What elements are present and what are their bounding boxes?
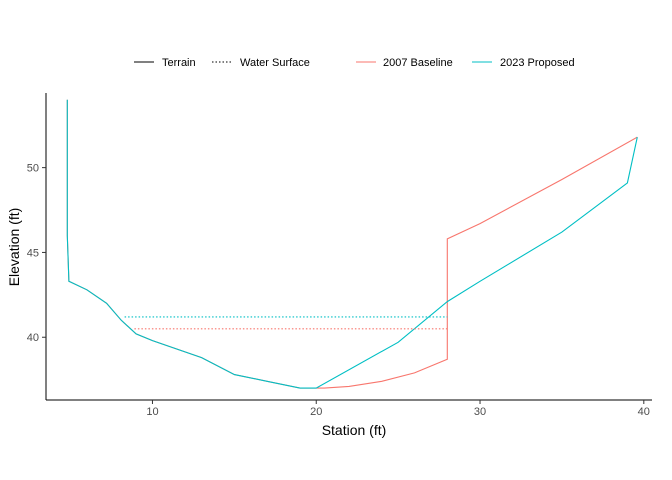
y-axis-ticks: 40 45 50 [27,163,46,344]
legend-label-terrain: Terrain [162,57,196,69]
x-axis-title: Station (ft) [322,422,387,438]
x-tick-label: 20 [310,406,322,418]
legend: Terrain Water Surface 2007 Baseline 2023… [134,57,575,69]
x-tick-label: 30 [474,406,486,418]
legend-label-2023-proposed: 2023 Proposed [500,57,575,69]
y-tick-label: 50 [27,163,39,175]
y-axis-title: Elevation (ft) [6,208,22,287]
y-tick-label: 40 [27,332,39,344]
x-tick-label: 40 [638,406,650,418]
x-tick-label: 10 [146,406,158,418]
series-line-2007-baseline-terrain [66,99,638,389]
legend-label-2007-baseline: 2007 Baseline [383,57,453,69]
series-line-2023-proposed-terrain [66,99,638,389]
legend-label-water-surface: Water Surface [240,57,310,69]
plot-series-group [66,99,638,389]
y-tick-label: 45 [27,247,39,259]
x-axis-ticks: 10 20 30 40 [146,400,650,418]
